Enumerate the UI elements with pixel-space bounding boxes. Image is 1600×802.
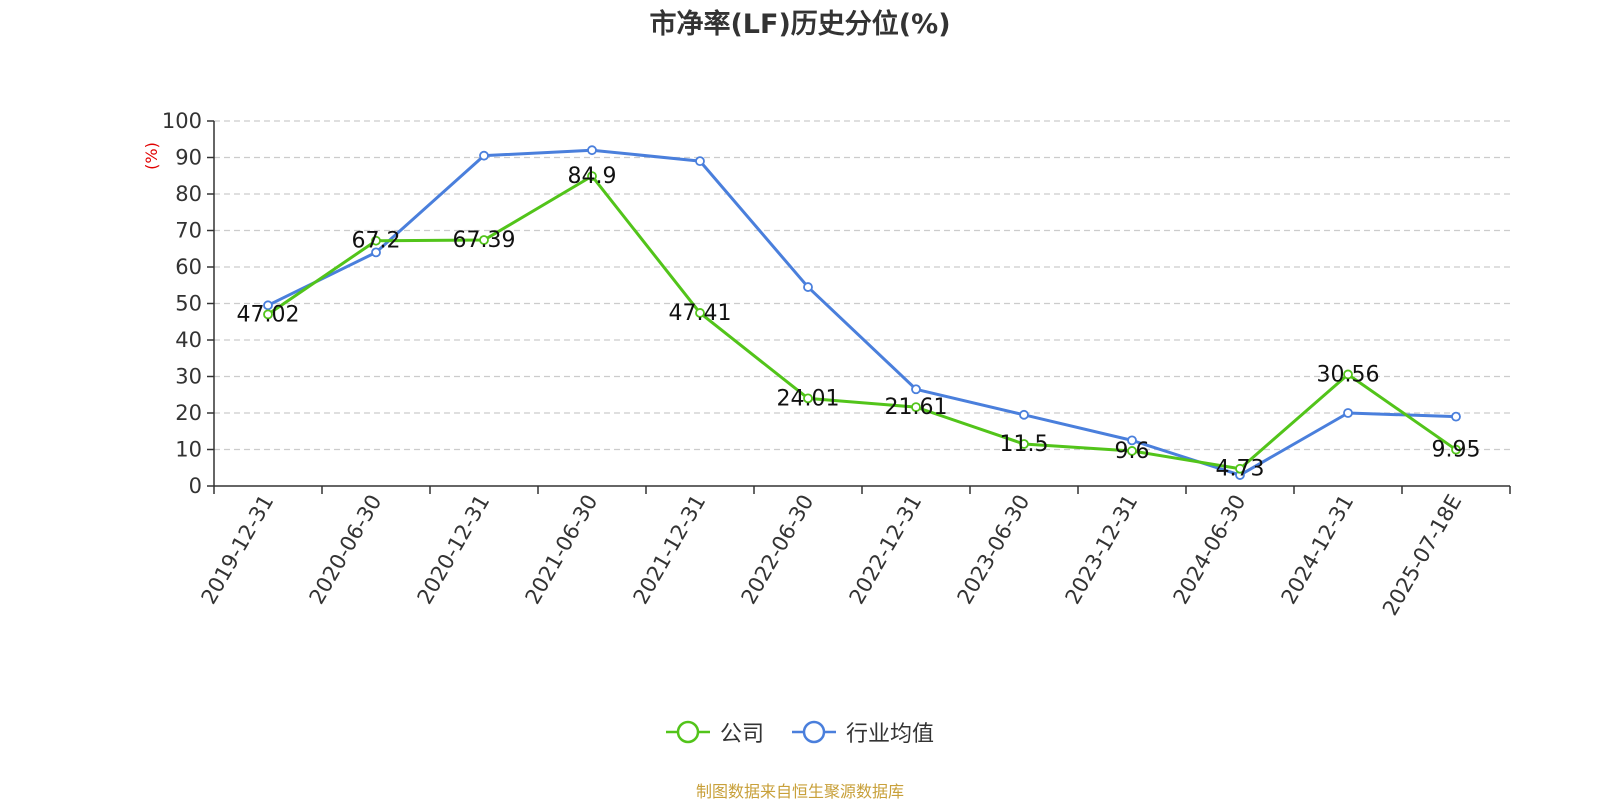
data-label: 67.39 — [453, 228, 516, 253]
data-point — [1343, 408, 1353, 418]
data-point — [479, 150, 489, 161]
chart-title: 市净率(LF)历史分位(%) — [649, 8, 950, 40]
data-label: 11.5 — [1000, 432, 1049, 457]
x-tick-label: 2020-06-30 — [305, 491, 387, 609]
data-label: 24.01 — [777, 386, 840, 411]
legend-marker-industry-icon — [792, 720, 836, 744]
legend-label-industry-average: 行业均值 — [846, 722, 935, 747]
data-label: 47.41 — [669, 301, 732, 326]
data-label: 47.02 — [237, 302, 300, 327]
source-note: 制图数据来自恒生聚源数据库 — [695, 782, 904, 801]
data-point — [1343, 369, 1353, 380]
y-tick-label: 50 — [175, 292, 202, 316]
legend-item-company[interactable]: 公司 — [665, 716, 764, 748]
data-point — [1235, 463, 1245, 474]
y-tick-label: 0 — [189, 474, 202, 498]
y-tick-label: 80 — [175, 182, 202, 206]
x-tick-label: 2022-12-31 — [845, 491, 927, 609]
y-tick-label: 40 — [175, 328, 202, 352]
y-tick-label: 10 — [175, 438, 202, 462]
data-label: 67.2 — [352, 229, 401, 254]
x-tick-label: 2021-12-31 — [629, 491, 711, 609]
data-point — [263, 309, 273, 320]
data-point — [803, 393, 813, 404]
x-tick-label: 2020-12-31 — [413, 491, 495, 609]
x-tick-label: 2023-12-31 — [1061, 491, 1143, 609]
data-point — [1127, 435, 1137, 446]
y-tick-label: 60 — [175, 255, 202, 279]
series-line-1 — [267, 148, 1457, 477]
x-tick-label: 2024-12-31 — [1277, 491, 1359, 609]
series-lines — [263, 145, 1461, 480]
data-point — [587, 171, 597, 182]
data-point — [695, 156, 705, 167]
legend-item-industry-average[interactable]: 行业均值 — [792, 716, 934, 748]
data-point — [911, 384, 921, 395]
y-tick-label: 90 — [175, 146, 202, 170]
y-tick-label: 20 — [175, 401, 202, 425]
data-point — [479, 235, 489, 245]
data-point — [263, 300, 273, 311]
data-point — [1451, 444, 1461, 455]
x-tick-label: 2023-06-30 — [953, 491, 1035, 609]
x-tick-label: 2022-06-30 — [737, 491, 819, 609]
legend: 公司 行业均值 — [0, 716, 1600, 748]
y-tick-label: 100 — [162, 109, 202, 133]
data-label: 9.95 — [1432, 438, 1481, 463]
data-label: 30.56 — [1317, 362, 1380, 387]
data-point — [1127, 446, 1137, 456]
gridlines — [214, 120, 1510, 451]
y-tick-label: 30 — [175, 365, 202, 389]
data-label: 4.73 — [1216, 457, 1265, 482]
axes: 0 10 20 30 40 50 60 70 80 90 100 2019-12-31 2020-06-… — [162, 109, 1511, 620]
legend-marker-company-icon — [665, 720, 710, 744]
data-point — [695, 308, 705, 318]
data-label: 84.9 — [568, 164, 617, 189]
x-tick-label: 2019-12-31 — [197, 491, 279, 609]
x-tick-label: 2024-06-30 — [1169, 491, 1251, 609]
x-tick-label: 2021-06-30 — [521, 491, 603, 609]
data-point — [911, 402, 921, 413]
legend-label-company: 公司 — [719, 722, 764, 747]
y-tick-label: 70 — [175, 219, 202, 243]
data-point — [803, 282, 813, 292]
series-line-0 — [267, 174, 1457, 471]
data-point — [1019, 409, 1029, 420]
data-point — [371, 235, 381, 246]
data-point — [371, 247, 381, 258]
data-label: 21.61 — [885, 395, 948, 420]
data-point — [1451, 411, 1461, 422]
data-labels: 47.02 67.2 67.39 84.9 47.41 24.01 21.61 11.5 9.6… — [237, 164, 1481, 482]
x-tick-label: 2025-07-18E — [1378, 491, 1466, 620]
data-point — [587, 145, 597, 156]
y-axis-label: (%) — [142, 142, 161, 170]
data-label: 9.6 — [1115, 439, 1150, 464]
data-point — [1019, 439, 1029, 449]
